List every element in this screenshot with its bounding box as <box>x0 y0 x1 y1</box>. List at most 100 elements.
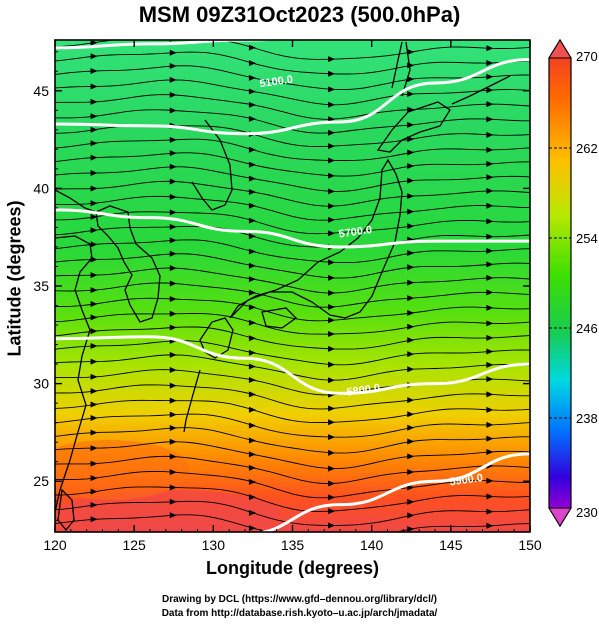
wind-arrow <box>407 223 415 230</box>
streamline <box>55 313 530 335</box>
wind-arrow <box>248 188 256 195</box>
russia-coast <box>191 119 233 211</box>
wind-arrow <box>90 126 98 133</box>
wind-arrow <box>169 193 177 200</box>
wind-arrow <box>248 391 256 398</box>
wind-arrow <box>248 349 256 356</box>
china-coast <box>55 235 93 513</box>
wind-arrow <box>90 83 98 90</box>
wind-arrow <box>169 382 177 389</box>
wind-arrow <box>486 131 494 138</box>
wind-arrow <box>486 174 494 181</box>
wind-arrow <box>248 202 256 209</box>
wind-arrow <box>90 301 98 308</box>
wind-arrow <box>248 44 256 51</box>
wind-arrow <box>328 172 336 179</box>
height-contour <box>55 40 280 50</box>
wind-arrow <box>328 86 336 93</box>
wind-arrow <box>486 146 494 153</box>
wind-arrow <box>407 397 415 404</box>
height-contour <box>55 335 530 395</box>
y-tick-label: 45 <box>33 83 49 99</box>
wind-arrow <box>248 161 256 168</box>
kurils-coast <box>451 75 511 105</box>
wind-arrow <box>169 498 177 505</box>
wind-arrow <box>248 60 256 67</box>
wind-arrow <box>328 101 336 108</box>
wind-arrow <box>486 73 494 80</box>
wind-arrow <box>407 512 415 519</box>
wind-arrow <box>486 218 494 225</box>
streamline <box>55 109 530 134</box>
wind-arrow <box>248 289 256 296</box>
streamline <box>55 297 530 322</box>
wind-arrow <box>407 177 415 184</box>
wind-arrow <box>248 319 256 326</box>
wind-arrow <box>248 217 256 224</box>
colorbar: 270 262 254 246 238 230 <box>548 38 598 528</box>
wind-arrow <box>169 411 177 418</box>
x-axis: 120 125 130 135 140 145 150 <box>43 40 542 553</box>
wind-arrow <box>248 233 256 240</box>
wind-arrow <box>90 415 98 422</box>
wind-arrow <box>169 280 177 287</box>
wind-arrow <box>328 259 336 266</box>
wind-arrow <box>407 163 415 170</box>
wind-arrow <box>248 509 256 516</box>
wind-arrow <box>328 480 336 487</box>
wind-arrow <box>328 203 336 210</box>
wind-arrow <box>407 323 415 330</box>
wind-arrow <box>169 163 177 170</box>
wind-arrow <box>169 107 177 114</box>
wind-arrow <box>90 475 98 482</box>
streamline <box>55 51 530 75</box>
wind-arrow <box>169 296 177 303</box>
wind-arrow <box>407 453 415 460</box>
wind-arrow <box>328 494 336 501</box>
wind-arrow <box>328 538 335 544</box>
wind-arrow <box>169 136 177 143</box>
streamline <box>55 340 530 366</box>
korea-coast <box>95 205 161 323</box>
x-tick-label: 150 <box>518 537 542 553</box>
wind-arrow <box>90 488 98 495</box>
wind-arrow <box>328 449 336 456</box>
wind-arrow <box>169 265 177 272</box>
wind-arrow <box>486 348 494 355</box>
wind-arrow <box>407 264 415 271</box>
coastlines <box>55 41 511 532</box>
wind-arrow <box>486 187 494 194</box>
wind-arrow <box>90 343 98 350</box>
wind-arrow <box>169 237 177 244</box>
wind-arrow <box>90 460 98 467</box>
wind-arrow <box>169 484 177 491</box>
wind-arrow <box>90 429 98 436</box>
wind-arrow <box>486 274 494 281</box>
colorbar-tick-label: 238 <box>576 411 598 426</box>
wind-arrow <box>169 397 177 404</box>
wind-arrow <box>328 188 336 195</box>
wind-arrow <box>486 160 494 167</box>
wind-arrow <box>486 101 494 108</box>
wind-arrow <box>90 373 98 380</box>
streamline <box>55 455 530 484</box>
streamline <box>55 195 530 221</box>
wind-arrow <box>248 437 256 444</box>
height-contour <box>55 58 530 136</box>
wind-arrow <box>486 435 494 442</box>
contour-label: 5700.0 <box>338 224 373 241</box>
contour-label: 5100.0 <box>259 74 294 91</box>
wind-arrow <box>328 216 336 223</box>
wind-arrow <box>248 276 256 283</box>
wind-arrow <box>407 279 415 286</box>
y-tick-label: 25 <box>33 473 49 489</box>
wind-arrow <box>169 49 177 56</box>
wind-arrow <box>486 289 494 296</box>
x-tick-label: 120 <box>43 537 67 553</box>
wind-arrow <box>407 424 415 431</box>
wind-arrow <box>328 331 336 338</box>
wind-arrow <box>248 88 256 95</box>
colorbar-tick-label: 246 <box>576 321 598 336</box>
wind-arrow <box>407 193 415 200</box>
wind-arrow <box>90 213 98 220</box>
